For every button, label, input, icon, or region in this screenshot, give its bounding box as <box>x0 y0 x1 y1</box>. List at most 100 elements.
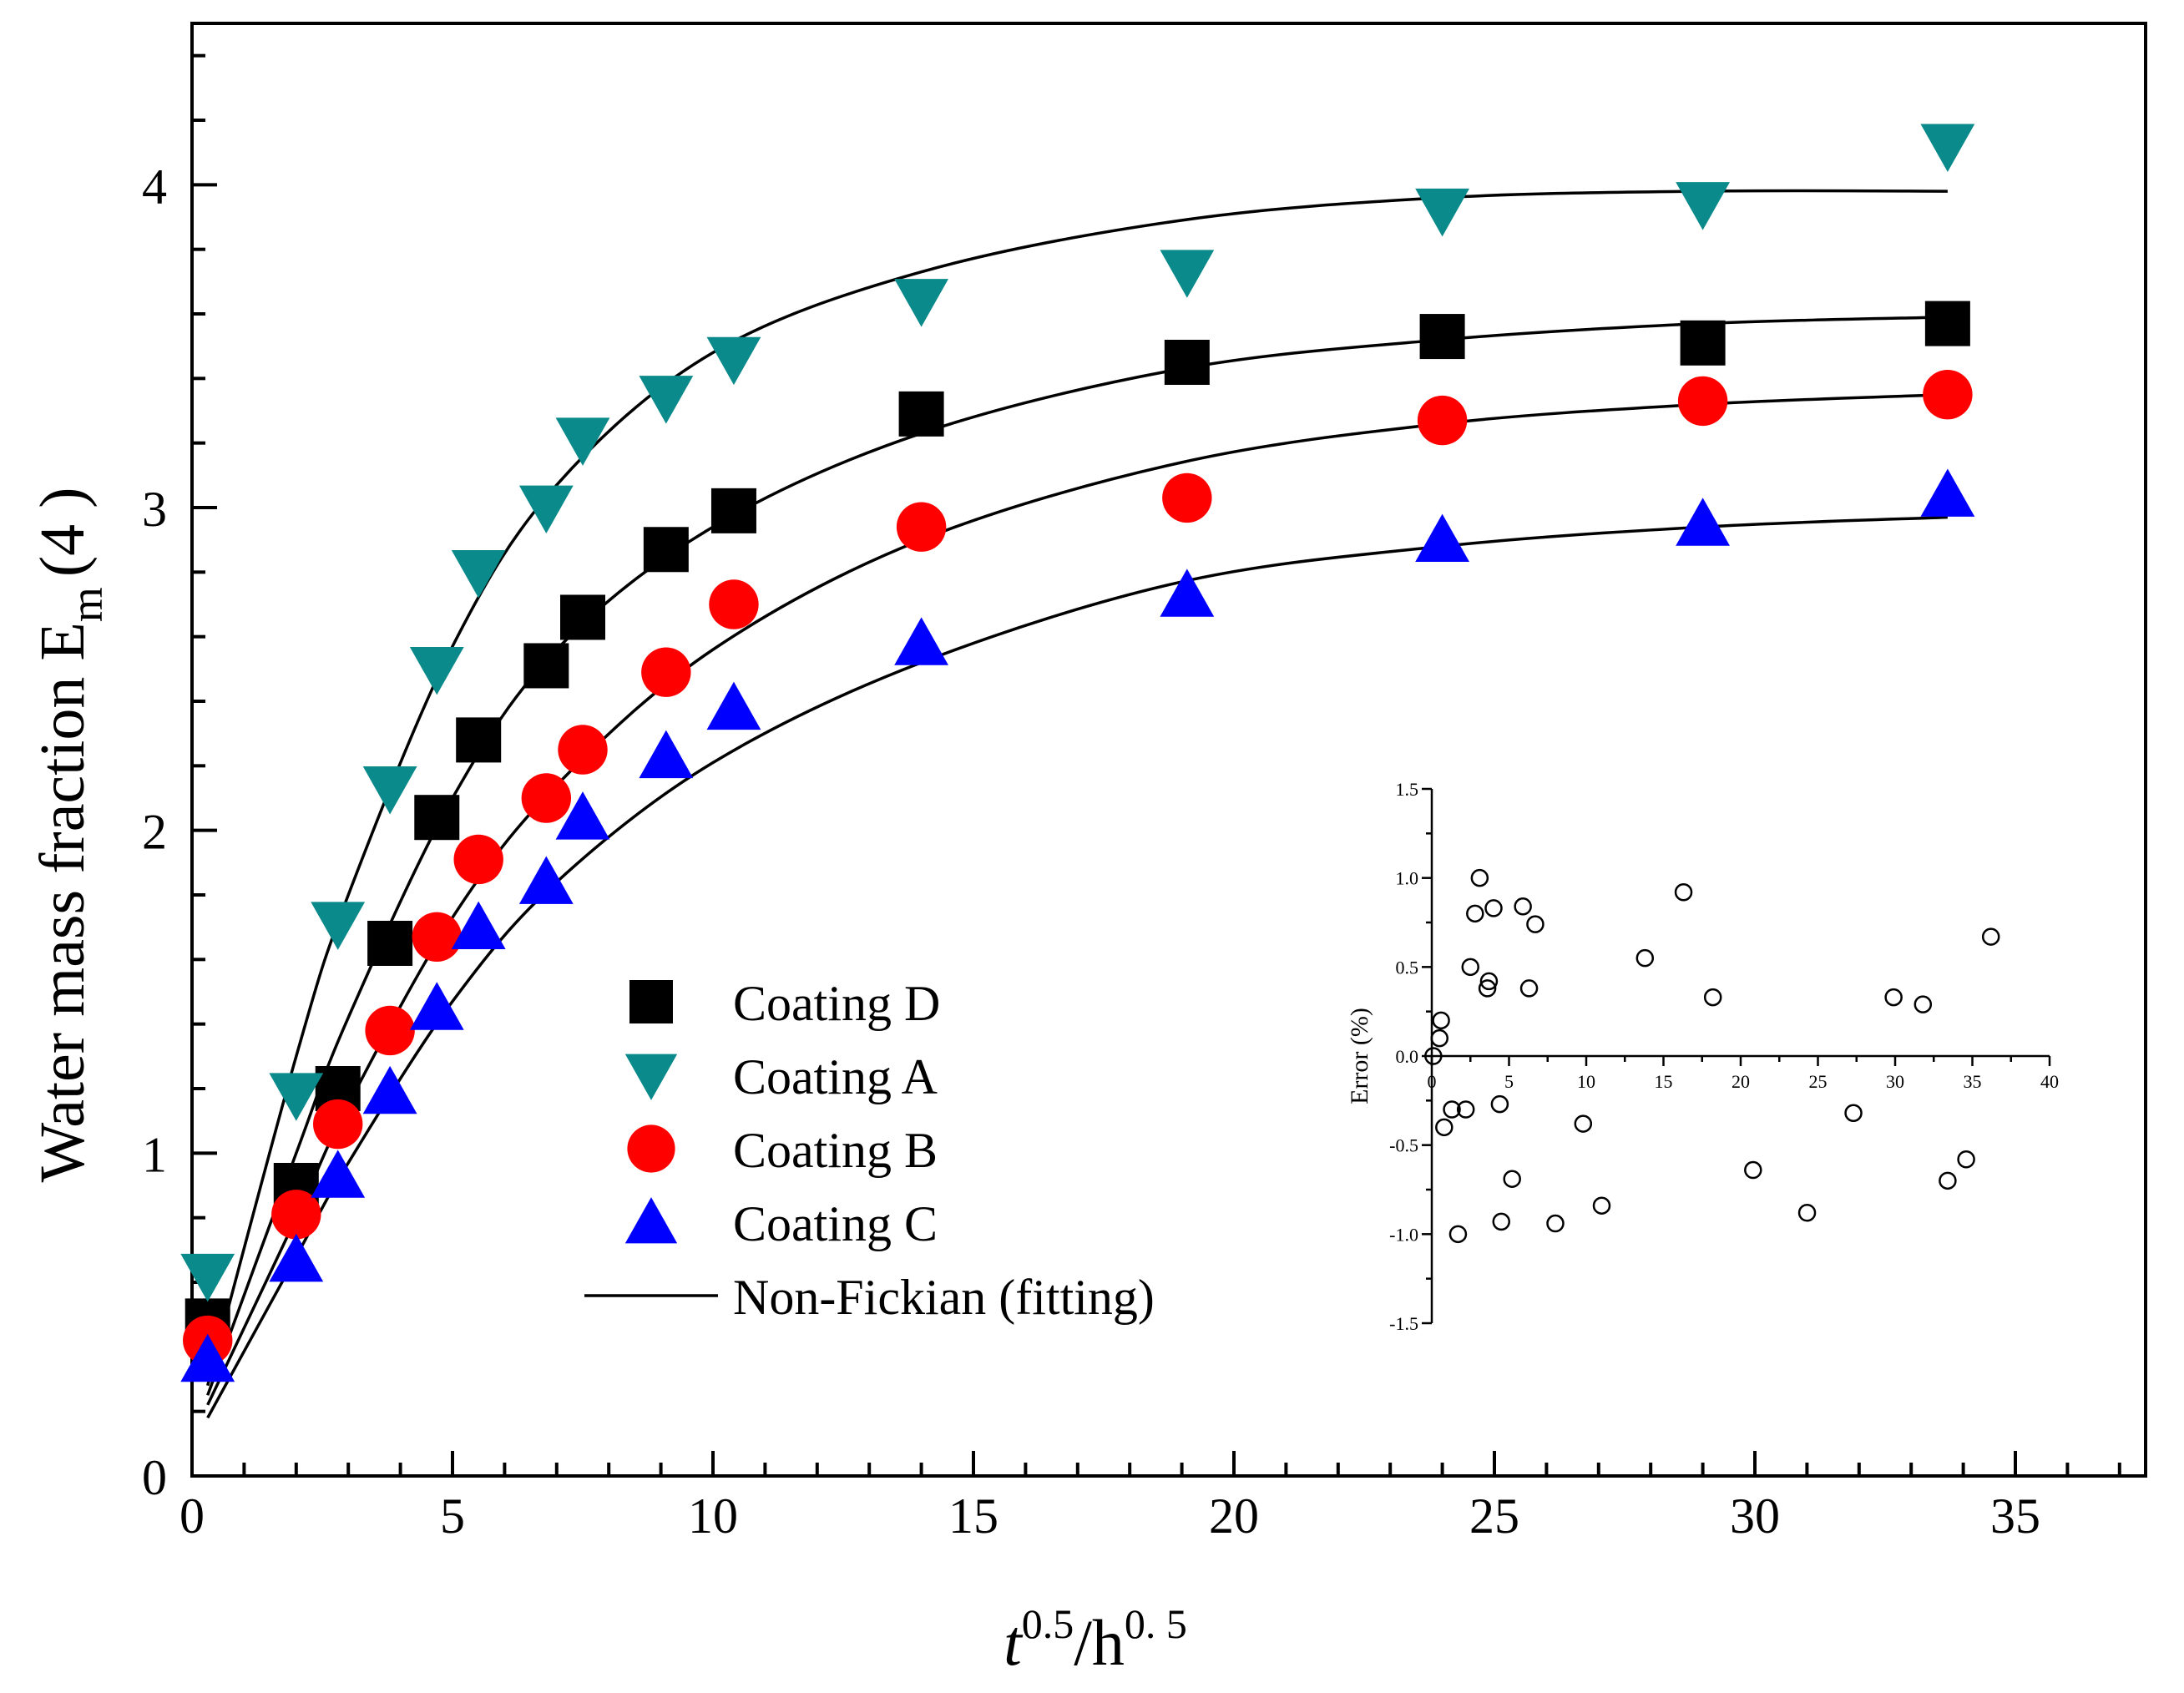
y-tick-label: 2 <box>142 805 167 860</box>
legend-marker-coating-d <box>629 980 673 1023</box>
coating-a-point <box>639 376 694 424</box>
coating-a-point <box>1920 124 1975 172</box>
coating-a-point <box>362 766 417 815</box>
x-axis-title: t0.5/h0. 5 <box>1004 1600 1187 1679</box>
coating-d-point <box>456 717 502 763</box>
coating-b-point <box>896 502 947 552</box>
inset-error-point <box>1470 868 1489 887</box>
x-tick-label: 35 <box>1990 1488 2040 1544</box>
x-tick-label: 20 <box>1209 1488 1259 1544</box>
x-tick-label: 25 <box>1469 1488 1519 1544</box>
coating-d-point <box>710 488 756 533</box>
coating-d-point <box>367 921 413 966</box>
inset-error-point <box>1744 1160 1762 1180</box>
coating-b-point <box>1677 376 1728 427</box>
inset-error-point <box>1492 1212 1510 1231</box>
main-plot-area <box>190 22 2147 1478</box>
svg-text:t0.5/h0. 5: t0.5/h0. 5 <box>1004 1600 1187 1679</box>
coating-a-point <box>311 902 366 950</box>
legend-marker-coating-c <box>624 1197 678 1244</box>
inset-y-tick-label: 1.5 <box>1396 779 1419 800</box>
coating-c-point <box>362 1065 417 1114</box>
x-tick-label: 30 <box>1730 1488 1780 1544</box>
inset-error-point <box>1635 948 1655 968</box>
x-tick-label: 10 <box>688 1488 738 1544</box>
inset-error-point <box>1424 1047 1443 1065</box>
inset-error-point <box>1526 915 1544 933</box>
coating-a-point <box>1676 182 1730 230</box>
inset-error-point <box>1957 1150 1975 1169</box>
inset-y-tick-label: -1.5 <box>1389 1313 1418 1334</box>
coating-a-point <box>518 485 574 534</box>
inset-error-point <box>1461 958 1479 977</box>
inset-x-tick-label: 25 <box>1809 1071 1828 1092</box>
coating-b-point <box>558 725 608 775</box>
y-tick-label: 0 <box>142 1450 167 1505</box>
coating-c-point <box>706 681 761 730</box>
coating-b-point <box>521 773 572 823</box>
coating-d-point <box>560 594 605 640</box>
legend-label-coating-d: Coating D <box>733 976 940 1031</box>
legend-label-coating-a: Coating A <box>733 1049 938 1104</box>
y-axis-title-tail: (4 ) <box>28 488 98 578</box>
coating-c-point <box>1920 468 1975 517</box>
legend-label-coating-c: Coating C <box>733 1196 938 1251</box>
inset-error-point <box>1574 1114 1593 1133</box>
legend-label-coating-b: Coating B <box>733 1123 938 1178</box>
inset-x-tick-label: 15 <box>1655 1071 1673 1092</box>
x-axis-title-base: t <box>1004 1606 1024 1679</box>
x-axis-title-mid: /h <box>1074 1606 1125 1679</box>
coating-a-point <box>269 1073 324 1121</box>
x-tick-label: 0 <box>179 1488 205 1544</box>
main-axis-ticks: 0 5 10 15 20 25 30 35 0 1 2 3 4 <box>142 53 2121 1544</box>
inset-error-point <box>1844 1104 1863 1123</box>
coating-c-point <box>311 1150 366 1198</box>
inset-error-point <box>1797 1203 1817 1222</box>
coating-c-point <box>409 982 464 1030</box>
inset-y-tick-label: 0.0 <box>1396 1046 1419 1067</box>
coating-c-point <box>1415 513 1469 563</box>
inset-y-tick-label: -0.5 <box>1389 1135 1418 1156</box>
inset-x-tick-label: 30 <box>1886 1071 1904 1092</box>
coating-d-point <box>1164 340 1210 385</box>
inset-x-tick-label: 0 <box>1428 1071 1437 1092</box>
x-tick-label: 5 <box>440 1488 465 1544</box>
coating-b-point <box>453 834 503 885</box>
inset-y-axis-title: Error (%) <box>1346 1008 1373 1104</box>
coating-a-point <box>1415 188 1469 237</box>
inset-x-tick-label: 10 <box>1577 1071 1595 1092</box>
inset-x-tick-label: 40 <box>2040 1071 2059 1092</box>
coating-b-point <box>365 1005 415 1056</box>
coating-a-point <box>894 279 948 327</box>
coating-c-point <box>555 791 610 840</box>
inset-error-point <box>1914 995 1933 1013</box>
coating-b-point <box>412 912 462 962</box>
inset-error-point <box>1430 1028 1448 1048</box>
inset-error-point <box>1939 1171 1957 1190</box>
coating-d-point <box>643 527 689 573</box>
y-axis-title: Water mass fraction Em (4 ) <box>28 488 112 1183</box>
data-markers <box>180 124 1975 1382</box>
coating-c-point <box>894 617 948 665</box>
coating-c-point <box>518 856 574 904</box>
inset-error-point <box>1519 979 1539 998</box>
inset-error-plot: 1.5 1.0 0.5 0.0 -0.5 -1.0 -1.5 0 5 10 15 20 25 30 35 40… <box>1346 779 2059 1334</box>
legend: Coating D Coating A Coating B Coating C Non-… <box>584 976 1155 1325</box>
y-tick-label: 1 <box>142 1127 167 1182</box>
coating-b-point <box>1417 395 1468 446</box>
x-axis-title-sup2: 0. 5 <box>1125 1600 1187 1647</box>
svg-text:Water mass fraction Em(4 ): Water mass fraction Em (4 ) <box>28 488 112 1183</box>
inset-error-point <box>1478 979 1497 998</box>
inset-y-tick-label: 0.5 <box>1396 957 1419 978</box>
inset-error-point <box>1432 1011 1450 1030</box>
legend-marker-coating-a <box>624 1054 678 1100</box>
inset-y-tick-label: -1.0 <box>1389 1224 1418 1245</box>
inset-error-point <box>1490 1094 1509 1114</box>
inset-error-point <box>1484 899 1503 917</box>
coating-c-point <box>1160 569 1215 617</box>
inset-error-point <box>1503 1170 1521 1188</box>
legend-label-fit: Non-Fickian (fitting) <box>733 1270 1155 1325</box>
coating-d-point <box>1924 301 1970 346</box>
